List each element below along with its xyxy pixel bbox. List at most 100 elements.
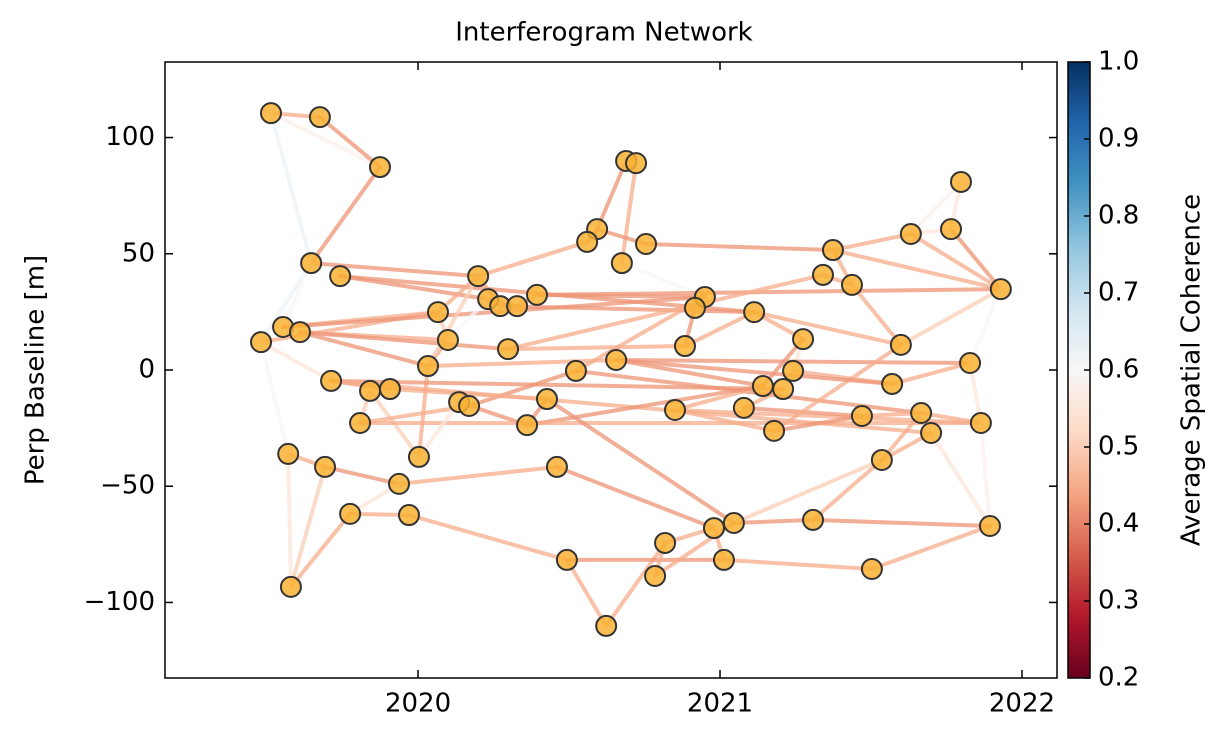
node bbox=[751, 375, 774, 398]
node bbox=[314, 455, 337, 478]
node bbox=[625, 152, 648, 175]
edge bbox=[811, 457, 884, 522]
node bbox=[397, 504, 420, 527]
node bbox=[811, 263, 834, 286]
node bbox=[378, 378, 401, 401]
node bbox=[959, 352, 982, 375]
edge bbox=[426, 274, 481, 369]
node bbox=[329, 265, 352, 288]
node bbox=[802, 508, 825, 531]
node bbox=[320, 369, 343, 392]
edge bbox=[286, 451, 293, 589]
edge bbox=[830, 232, 913, 253]
edge bbox=[406, 513, 569, 562]
node bbox=[940, 218, 963, 241]
node bbox=[949, 170, 972, 193]
colorbar-tick-label: 0.9 bbox=[1098, 124, 1139, 154]
node bbox=[969, 411, 992, 434]
node bbox=[702, 517, 725, 540]
colorbar-tick-label: 0.2 bbox=[1098, 663, 1139, 693]
node bbox=[673, 335, 696, 358]
edge bbox=[644, 242, 835, 253]
node bbox=[288, 321, 311, 344]
edge bbox=[772, 342, 903, 433]
edge bbox=[731, 517, 816, 525]
edge bbox=[811, 517, 992, 528]
edge bbox=[506, 272, 825, 352]
edge bbox=[397, 464, 559, 486]
edge bbox=[604, 540, 668, 628]
edge bbox=[573, 295, 707, 373]
node bbox=[644, 564, 667, 587]
edge bbox=[268, 111, 382, 170]
edge bbox=[619, 161, 639, 266]
node bbox=[782, 359, 805, 382]
node bbox=[359, 379, 382, 402]
colorbar-label: Average Spatial Coherence bbox=[1177, 194, 1207, 546]
node bbox=[250, 331, 273, 354]
edge bbox=[721, 557, 874, 571]
edge bbox=[498, 304, 757, 315]
x-tick-label: 2022 bbox=[989, 689, 1055, 719]
node bbox=[605, 349, 628, 372]
node bbox=[989, 278, 1012, 301]
x-tick-label: 2020 bbox=[385, 689, 451, 719]
edge bbox=[535, 287, 1003, 297]
edge bbox=[554, 464, 716, 531]
node bbox=[545, 455, 568, 478]
node bbox=[889, 333, 912, 356]
node bbox=[920, 421, 943, 444]
edge bbox=[297, 330, 511, 352]
edge bbox=[869, 523, 992, 571]
node bbox=[497, 338, 520, 361]
node bbox=[458, 395, 481, 418]
edge bbox=[908, 179, 963, 237]
y-tick-label: −50 bbox=[100, 471, 155, 501]
node bbox=[576, 230, 599, 253]
edge bbox=[525, 384, 765, 428]
colorbar-tick-label: 0.7 bbox=[1098, 278, 1139, 308]
node bbox=[850, 405, 873, 428]
edge bbox=[673, 407, 983, 425]
colorbar-tick-label: 0.6 bbox=[1098, 355, 1139, 385]
node bbox=[349, 411, 372, 434]
node bbox=[763, 419, 786, 442]
edge bbox=[323, 464, 402, 486]
edge bbox=[949, 227, 1003, 292]
edge bbox=[506, 344, 687, 352]
node bbox=[664, 398, 687, 421]
colorbar-tick-label: 0.5 bbox=[1098, 432, 1139, 462]
edge bbox=[849, 282, 903, 347]
edge bbox=[968, 287, 1003, 366]
edge bbox=[259, 261, 314, 345]
edge bbox=[317, 115, 382, 170]
colorbar-tick-label: 0.3 bbox=[1098, 586, 1139, 616]
y-tick-label: 100 bbox=[105, 122, 155, 152]
edge bbox=[426, 358, 619, 369]
node bbox=[259, 102, 282, 125]
edge bbox=[259, 340, 291, 456]
node bbox=[388, 472, 411, 495]
node bbox=[899, 223, 922, 246]
edge bbox=[268, 111, 314, 266]
edge bbox=[387, 387, 549, 402]
node bbox=[535, 388, 558, 411]
node bbox=[978, 514, 1001, 537]
node bbox=[840, 273, 863, 296]
edge bbox=[978, 420, 992, 528]
node bbox=[881, 372, 904, 395]
edge bbox=[309, 165, 382, 266]
edge bbox=[595, 159, 629, 232]
node bbox=[436, 329, 459, 352]
node bbox=[743, 301, 766, 324]
edge bbox=[898, 287, 1003, 347]
y-axis-label: Perp Baseline [m] bbox=[21, 255, 51, 485]
colorbar-tick-label: 1.0 bbox=[1098, 47, 1139, 77]
node bbox=[279, 575, 302, 598]
node bbox=[277, 442, 300, 465]
node bbox=[732, 396, 755, 419]
edge bbox=[673, 407, 777, 433]
node bbox=[526, 283, 549, 306]
node bbox=[555, 548, 578, 571]
